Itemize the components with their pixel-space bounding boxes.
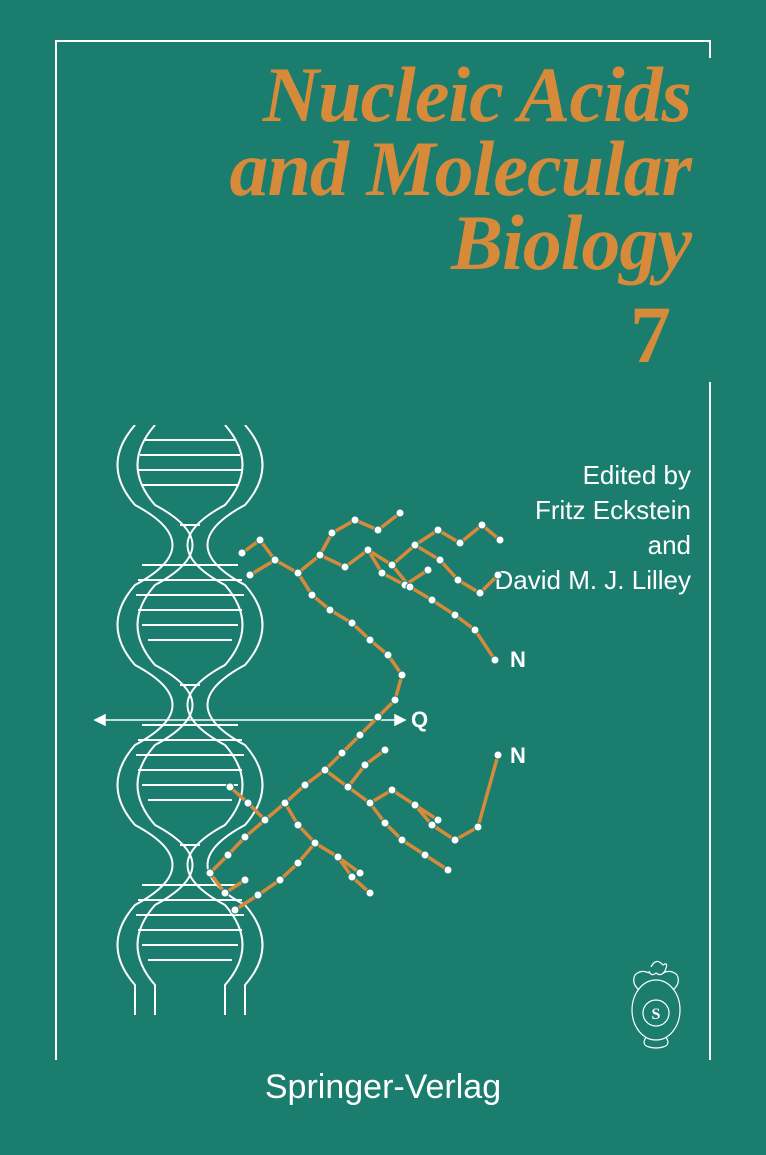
springer-emblem-svg: S	[621, 955, 691, 1050]
axis-arrow	[95, 715, 405, 725]
title-line-2: and Molecular	[229, 132, 691, 206]
title-line-1: Nucleic Acids	[229, 58, 691, 132]
label-n-lower: N	[510, 743, 526, 769]
svg-text:S: S	[652, 1006, 661, 1023]
publisher-block: Springer-Verlag	[0, 1060, 766, 1115]
title-block: Nucleic Acids and Molecular Biology 7	[229, 58, 711, 382]
dna-protein-diagram: N Q N	[80, 425, 560, 1015]
publisher-name: Springer-Verlag	[247, 1068, 519, 1107]
label-q: Q	[411, 707, 428, 733]
volume-number: 7	[229, 288, 691, 382]
label-n-upper: N	[510, 647, 526, 673]
title-line-3: Biology	[229, 206, 691, 280]
springer-logo: S	[621, 955, 691, 1050]
protein-structure	[206, 509, 504, 914]
molecular-diagram-svg	[80, 425, 560, 1015]
